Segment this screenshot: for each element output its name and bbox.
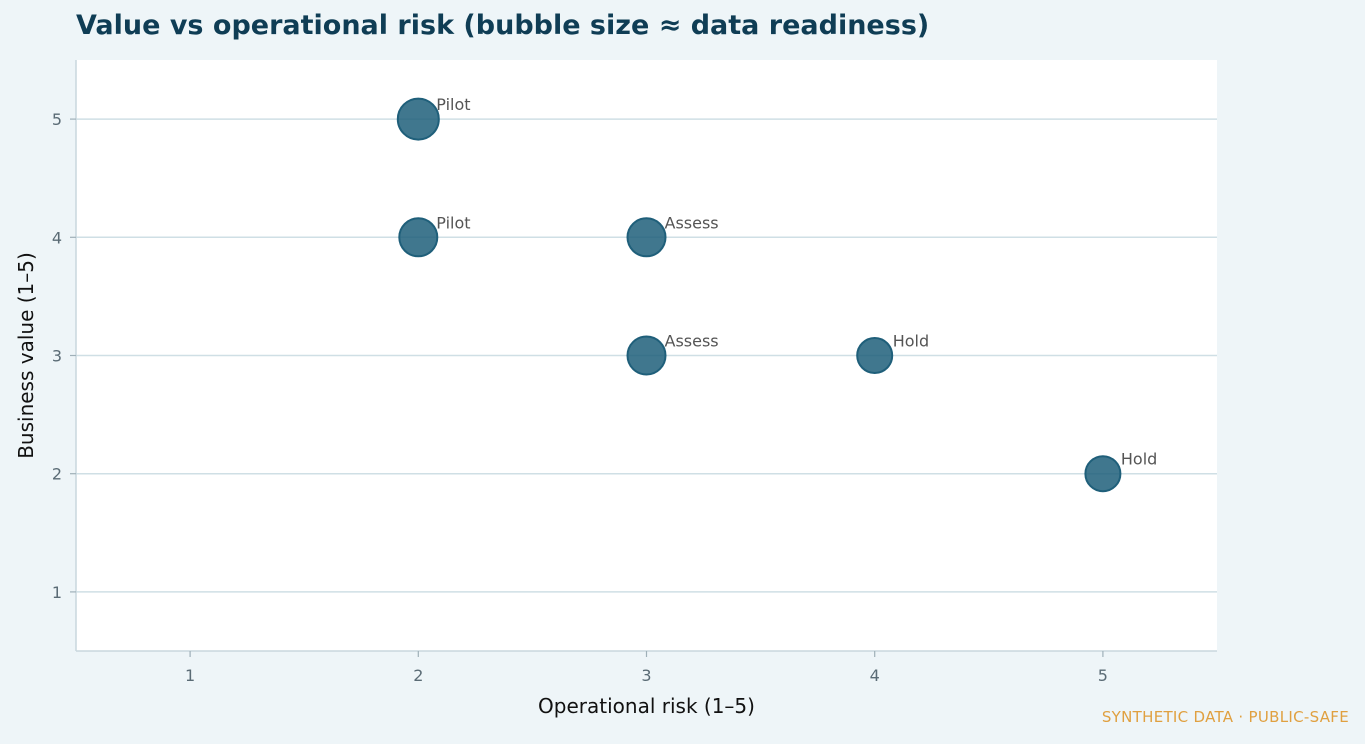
y-tick-label: 4 bbox=[52, 228, 62, 247]
bubbles: Pilot Pilot Assess Assess Hold Hold bbox=[396, 95, 1157, 493]
bubble-pilot bbox=[396, 97, 440, 141]
x-axis-label: Operational risk (1–5) bbox=[538, 694, 755, 718]
y-tick-label: 3 bbox=[52, 347, 62, 366]
bubble-hold bbox=[1084, 455, 1122, 493]
x-tick-label: 3 bbox=[641, 666, 651, 685]
y-tick-label: 5 bbox=[52, 110, 62, 129]
bubble-label: Assess bbox=[665, 213, 719, 232]
bubble-hold bbox=[856, 337, 894, 374]
bubble-pilot bbox=[398, 217, 439, 258]
y-tick-label: 1 bbox=[52, 583, 62, 602]
bubble-label: Assess bbox=[665, 332, 719, 351]
watermark: SYNTHETIC DATA · PUBLIC-SAFE bbox=[1101, 708, 1349, 726]
bubble-label: Hold bbox=[1121, 450, 1157, 469]
bubble-assess bbox=[626, 217, 667, 258]
x-tick-label: 2 bbox=[413, 666, 423, 685]
bubble-label: Hold bbox=[893, 332, 929, 351]
x-tick-label: 5 bbox=[1098, 666, 1108, 685]
x-tick-label: 1 bbox=[185, 666, 195, 685]
y-tick-label: 2 bbox=[52, 465, 62, 484]
chart-title: Value vs operational risk (bubble size ≈… bbox=[76, 10, 930, 41]
axis-ticks: 1 2 3 4 5 1 2 3 4 5 bbox=[52, 110, 1108, 685]
x-tick-label: 4 bbox=[870, 666, 880, 685]
bubble-label: Pilot bbox=[436, 213, 470, 232]
y-axis-label: Business value (1–5) bbox=[14, 252, 38, 459]
bubble-label: Pilot bbox=[436, 95, 470, 114]
bubble-assess bbox=[626, 335, 667, 376]
